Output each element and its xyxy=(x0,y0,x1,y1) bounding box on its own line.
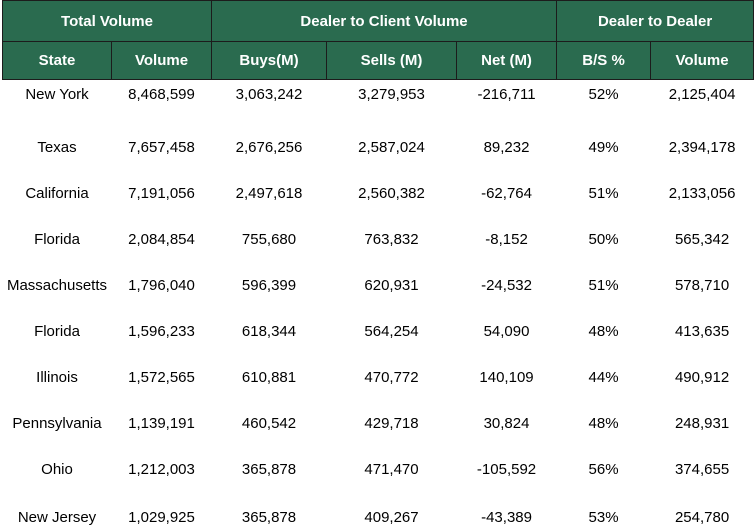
net-cell: -105,592 xyxy=(457,446,557,492)
dealer-volume-cell: 490,912 xyxy=(651,354,754,400)
header-column-row: State Volume Buys(M) Sells (M) Net (M) B… xyxy=(3,42,754,80)
column-header-dealer-volume: Volume xyxy=(651,42,754,80)
state-cell: Florida xyxy=(3,308,112,354)
header-group-row: Total Volume Dealer to Client Volume Dea… xyxy=(3,1,754,42)
sells-cell: 3,279,953 xyxy=(327,80,457,125)
column-header-total-volume: Volume xyxy=(112,42,212,80)
column-header-sells: Sells (M) xyxy=(327,42,457,80)
dealer-volume-cell: 2,133,056 xyxy=(651,170,754,216)
buys-cell: 610,881 xyxy=(212,354,327,400)
net-cell: -62,764 xyxy=(457,170,557,216)
header-dealer-to-client: Dealer to Client Volume xyxy=(212,1,557,42)
dealer-volume-cell: 374,655 xyxy=(651,446,754,492)
column-header-net: Net (M) xyxy=(457,42,557,80)
sells-cell: 429,718 xyxy=(327,400,457,446)
state-cell: Florida xyxy=(3,216,112,262)
dealer-volume-cell: 2,394,178 xyxy=(651,124,754,170)
bs-percent-cell: 52% xyxy=(557,80,651,125)
column-header-bs-percent: B/S % xyxy=(557,42,651,80)
total-volume-cell: 1,596,233 xyxy=(112,308,212,354)
dealer-volume-cell: 248,931 xyxy=(651,400,754,446)
net-cell: -8,152 xyxy=(457,216,557,262)
total-volume-cell: 1,796,040 xyxy=(112,262,212,308)
state-cell: Ohio xyxy=(3,446,112,492)
buys-cell: 2,497,618 xyxy=(212,170,327,216)
total-volume-cell: 1,212,003 xyxy=(112,446,212,492)
buys-cell: 596,399 xyxy=(212,262,327,308)
total-volume-cell: 7,191,056 xyxy=(112,170,212,216)
sells-cell: 620,931 xyxy=(327,262,457,308)
state-cell: Texas xyxy=(3,124,112,170)
total-volume-cell: 8,468,599 xyxy=(112,80,212,125)
buys-cell: 460,542 xyxy=(212,400,327,446)
net-cell: 89,232 xyxy=(457,124,557,170)
bs-percent-cell: 53% xyxy=(557,492,651,528)
total-volume-cell: 2,084,854 xyxy=(112,216,212,262)
total-volume-cell: 1,139,191 xyxy=(112,400,212,446)
sells-cell: 763,832 xyxy=(327,216,457,262)
state-cell: Illinois xyxy=(3,354,112,400)
buys-cell: 365,878 xyxy=(212,492,327,528)
state-cell: Pennsylvania xyxy=(3,400,112,446)
bs-percent-cell: 44% xyxy=(557,354,651,400)
net-cell: 30,824 xyxy=(457,400,557,446)
state-cell: New York xyxy=(3,80,112,125)
column-header-buys: Buys(M) xyxy=(212,42,327,80)
column-header-state: State xyxy=(3,42,112,80)
dealer-volume-cell: 2,125,404 xyxy=(651,80,754,125)
sells-cell: 2,560,382 xyxy=(327,170,457,216)
buys-cell: 2,676,256 xyxy=(212,124,327,170)
net-cell: -216,711 xyxy=(457,80,557,125)
bs-percent-cell: 56% xyxy=(557,446,651,492)
header-total-volume: Total Volume xyxy=(3,1,212,42)
net-cell: 140,109 xyxy=(457,354,557,400)
sells-cell: 2,587,024 xyxy=(327,124,457,170)
buys-cell: 365,878 xyxy=(212,446,327,492)
table-header: Total Volume Dealer to Client Volume Dea… xyxy=(3,1,754,80)
buys-cell: 618,344 xyxy=(212,308,327,354)
bs-percent-cell: 49% xyxy=(557,124,651,170)
buys-cell: 755,680 xyxy=(212,216,327,262)
bs-percent-cell: 48% xyxy=(557,308,651,354)
bs-percent-cell: 48% xyxy=(557,400,651,446)
dealer-volume-cell: 565,342 xyxy=(651,216,754,262)
total-volume-cell: 7,657,458 xyxy=(112,124,212,170)
state-cell: New Jersey xyxy=(3,492,112,528)
sells-cell: 409,267 xyxy=(327,492,457,528)
bs-percent-cell: 51% xyxy=(557,262,651,308)
net-cell: -24,532 xyxy=(457,262,557,308)
buys-cell: 3,063,242 xyxy=(212,80,327,125)
bs-percent-cell: 50% xyxy=(557,216,651,262)
total-volume-cell: 1,029,925 xyxy=(112,492,212,528)
dealer-volume-cell: 254,780 xyxy=(651,492,754,528)
net-cell: -43,389 xyxy=(457,492,557,528)
sells-cell: 564,254 xyxy=(327,308,457,354)
dealer-volume-cell: 413,635 xyxy=(651,308,754,354)
dealer-volume-cell: 578,710 xyxy=(651,262,754,308)
total-volume-cell: 1,572,565 xyxy=(112,354,212,400)
state-cell: California xyxy=(3,170,112,216)
header-dealer-to-dealer: Dealer to Dealer xyxy=(557,1,754,42)
state-cell: Massachusetts xyxy=(3,262,112,308)
sells-cell: 470,772 xyxy=(327,354,457,400)
sells-cell: 471,470 xyxy=(327,446,457,492)
bs-percent-cell: 51% xyxy=(557,170,651,216)
net-cell: 54,090 xyxy=(457,308,557,354)
